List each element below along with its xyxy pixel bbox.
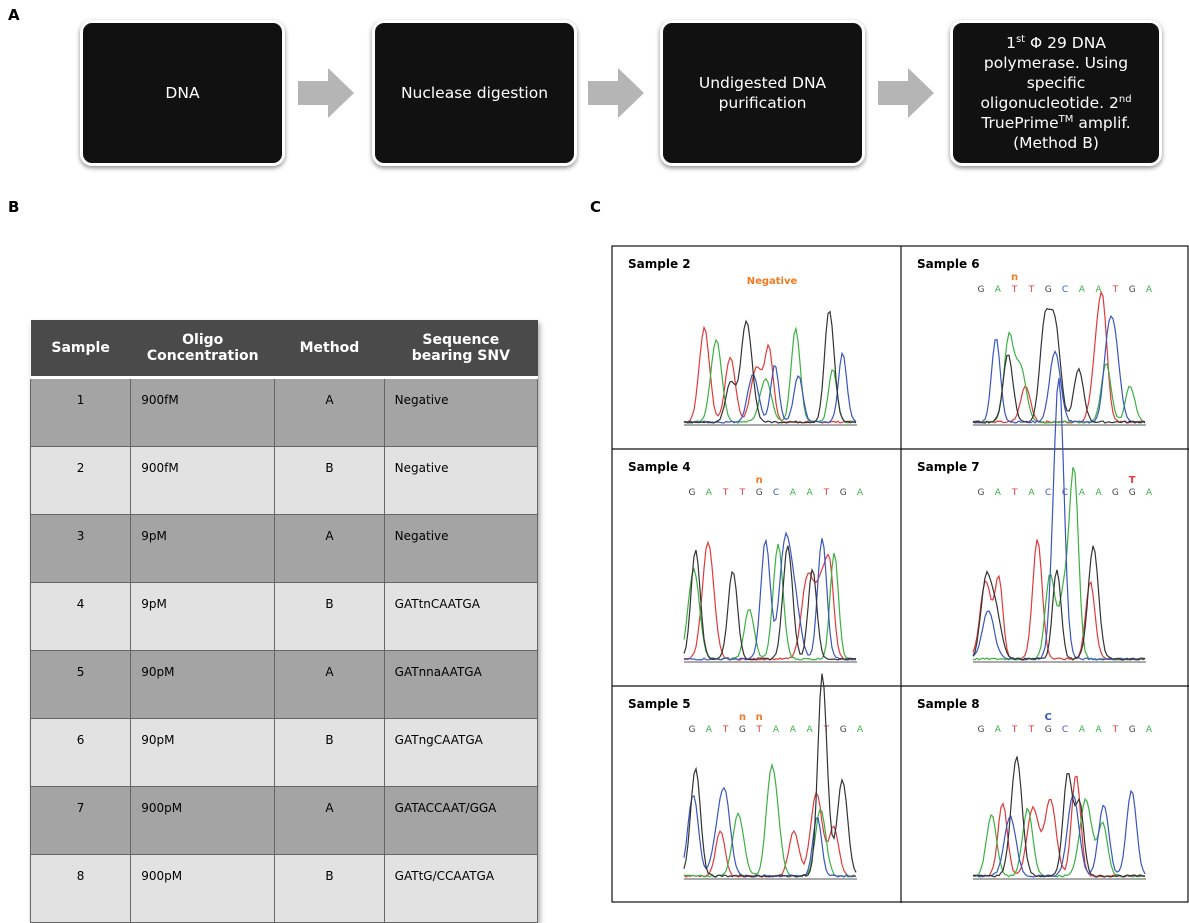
base-call: A bbox=[773, 725, 780, 735]
sample-name: Sample 7 bbox=[917, 460, 980, 474]
trace bbox=[973, 757, 1145, 878]
trace bbox=[684, 329, 856, 423]
sample-name: Sample 8 bbox=[917, 697, 980, 711]
base-call: A bbox=[790, 725, 797, 735]
chromatogram-panel: Sample 2NegativeSample 6GATTGCAATGAnSamp… bbox=[0, 0, 1189, 903]
base-call: G bbox=[1129, 488, 1136, 498]
base-call: G bbox=[1112, 488, 1119, 498]
base-call: C bbox=[1045, 488, 1051, 498]
annotation: n bbox=[756, 475, 763, 486]
annotation: n bbox=[1011, 272, 1018, 283]
sample-name: Sample 2 bbox=[628, 257, 691, 271]
base-call: G bbox=[978, 285, 985, 295]
base-call: A bbox=[807, 488, 814, 498]
base-call: A bbox=[857, 488, 864, 498]
base-call: A bbox=[1146, 725, 1153, 735]
base-call: A bbox=[1079, 488, 1086, 498]
annotation: n bbox=[756, 712, 763, 723]
sample-name: Sample 6 bbox=[917, 257, 980, 271]
base-call: A bbox=[706, 488, 713, 498]
base-call: A bbox=[1146, 285, 1153, 295]
base-call: T bbox=[722, 488, 729, 498]
base-call: G bbox=[1129, 285, 1136, 295]
base-call: G bbox=[1129, 725, 1136, 735]
base-call: A bbox=[995, 285, 1002, 295]
base-call: A bbox=[995, 725, 1002, 735]
sample-name: Sample 4 bbox=[628, 460, 691, 474]
base-call: T bbox=[1011, 285, 1018, 295]
annotation: T bbox=[1129, 475, 1136, 486]
base-call: A bbox=[1028, 488, 1035, 498]
trace bbox=[973, 540, 1145, 660]
base-call: A bbox=[995, 488, 1002, 498]
base-call: A bbox=[790, 488, 797, 498]
base-call: A bbox=[706, 725, 713, 735]
base-call: A bbox=[857, 725, 864, 735]
base-call: G bbox=[689, 725, 696, 735]
base-call: T bbox=[1011, 725, 1018, 735]
base-call: G bbox=[840, 488, 847, 498]
base-call: C bbox=[1062, 488, 1068, 498]
base-call: C bbox=[773, 488, 779, 498]
trace bbox=[973, 316, 1145, 423]
base-call: T bbox=[823, 488, 830, 498]
base-call: A bbox=[1096, 725, 1103, 735]
base-call: G bbox=[978, 725, 985, 735]
base-call: G bbox=[739, 725, 746, 735]
base-call: T bbox=[1028, 285, 1035, 295]
base-call: T bbox=[755, 725, 762, 735]
base-call: T bbox=[1028, 725, 1035, 735]
base-call: A bbox=[1079, 725, 1086, 735]
annotation: n bbox=[739, 712, 746, 723]
base-call: T bbox=[1112, 725, 1119, 735]
base-call: G bbox=[1045, 285, 1052, 295]
base-call: A bbox=[1146, 488, 1153, 498]
base-call: T bbox=[722, 725, 729, 735]
annotation: Negative bbox=[747, 276, 798, 287]
annotation: C bbox=[1045, 712, 1052, 723]
base-call: G bbox=[756, 488, 763, 498]
base-call: A bbox=[1079, 285, 1086, 295]
base-call: T bbox=[739, 488, 746, 498]
base-call: T bbox=[1112, 285, 1119, 295]
trace bbox=[684, 328, 856, 424]
base-call: G bbox=[689, 488, 696, 498]
base-call: G bbox=[978, 488, 985, 498]
trace bbox=[973, 546, 1145, 660]
base-call: G bbox=[840, 725, 847, 735]
base-call: C bbox=[1062, 725, 1068, 735]
sample-name: Sample 5 bbox=[628, 697, 691, 711]
base-call: C bbox=[1062, 285, 1068, 295]
base-call: A bbox=[1096, 488, 1103, 498]
trace bbox=[973, 791, 1145, 877]
base-call: T bbox=[1011, 488, 1018, 498]
base-call: G bbox=[1045, 725, 1052, 735]
base-call: A bbox=[807, 725, 814, 735]
